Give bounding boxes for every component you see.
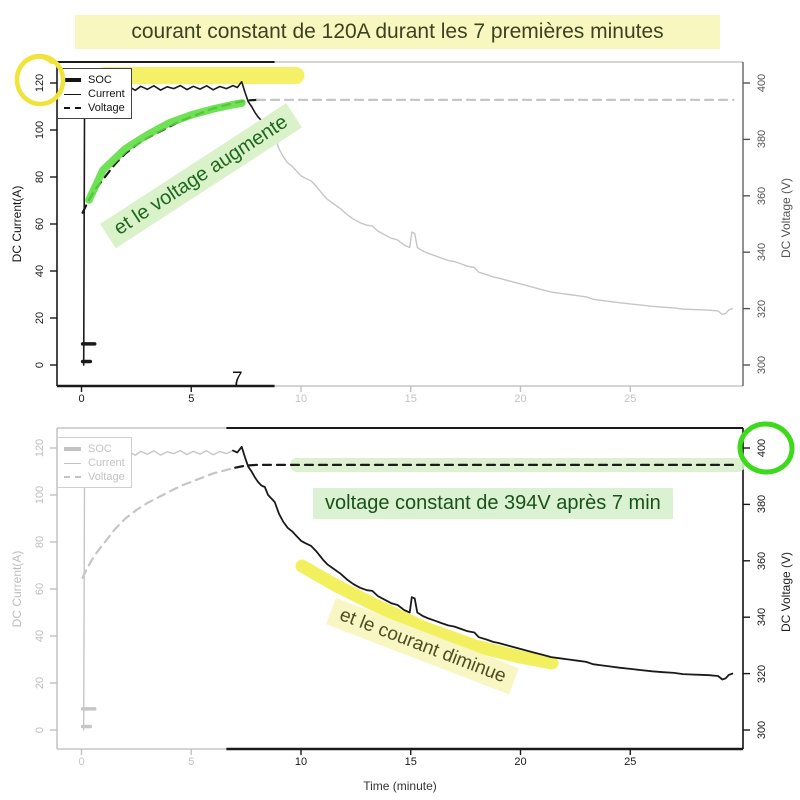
current-curve: [274, 136, 733, 316]
plot-panel-bottom: [50, 427, 750, 755]
current-curve: [83, 449, 234, 731]
plot-panel-top: [50, 61, 750, 392]
current-curve: [82, 81, 276, 366]
voltage-curve: [81, 466, 237, 579]
yellow-marker-current-decrease: [295, 559, 559, 670]
voltage-curve: [234, 463, 735, 469]
green-marker-voltage-rise: [85, 99, 246, 204]
voltage-curve: [81, 98, 259, 214]
